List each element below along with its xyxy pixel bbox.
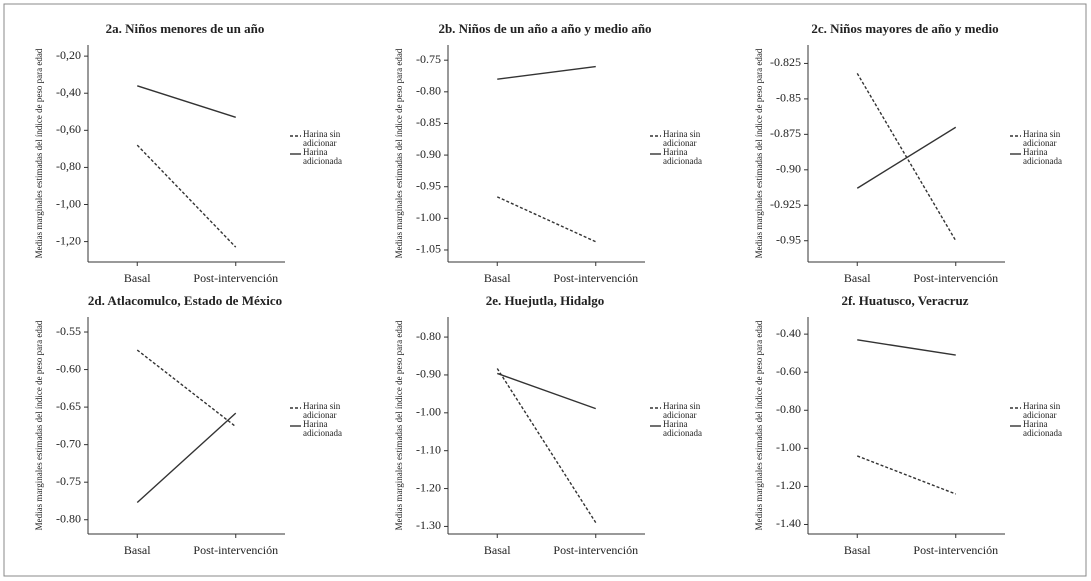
chart-title: 2b. Niños de un año a año y medio año xyxy=(438,21,651,36)
legend-label: Harina adicionada xyxy=(303,147,342,166)
y-tick-label: -0.80 xyxy=(776,402,801,416)
y-axis-label: Medias marginales estimadas del índice d… xyxy=(394,320,404,530)
y-tick-label: -0.75 xyxy=(56,474,81,488)
series-line xyxy=(857,339,956,356)
legend-label: Harina sin adicionar xyxy=(303,129,341,148)
series-line xyxy=(496,368,597,524)
y-tick-label: -0,40 xyxy=(56,85,81,99)
x-tick-label: Basal xyxy=(124,543,151,557)
legend-label: Harina sin adicionar xyxy=(303,401,341,420)
y-tick-label: -1.20 xyxy=(416,480,441,494)
chart-title: 2c. Niños mayores de año y medio xyxy=(811,21,998,36)
y-axis-label: Medias marginales estimadas del índice d… xyxy=(754,320,764,530)
x-tick-label: Post-intervención xyxy=(193,271,278,285)
x-tick-label: Basal xyxy=(844,543,871,557)
y-tick-label: -0,60 xyxy=(56,122,81,136)
y-tick-label: -0.65 xyxy=(56,399,81,413)
x-tick-label: Basal xyxy=(124,271,151,285)
y-tick-label: -1.10 xyxy=(416,442,441,456)
y-tick-label: -1.00 xyxy=(416,210,441,224)
x-tick-label: Basal xyxy=(484,271,511,285)
y-tick-label: -0,20 xyxy=(56,48,81,62)
y-tick-label: -0.90 xyxy=(776,162,801,176)
legend-label: Harina adicionada xyxy=(663,419,702,438)
y-tick-label: -0.75 xyxy=(416,52,441,66)
y-tick-label: -1.40 xyxy=(776,516,801,530)
series-line xyxy=(856,455,957,495)
y-tick-label: -0.875 xyxy=(770,126,801,140)
y-tick-label: -0.80 xyxy=(56,511,81,525)
series-line xyxy=(496,196,597,243)
legend-label: Harina adicionada xyxy=(1023,147,1062,166)
y-tick-label: -1.20 xyxy=(776,478,801,492)
chart-title: 2e. Huejutla, Hidalgo xyxy=(486,293,604,308)
y-tick-label: -0.80 xyxy=(416,329,441,343)
y-tick-label: -0.85 xyxy=(416,115,441,129)
y-tick-label: -0.85 xyxy=(776,91,801,105)
x-tick-label: Post-intervención xyxy=(913,543,998,557)
legend-label: Harina sin adicionar xyxy=(663,401,701,420)
y-tick-label: -1,20 xyxy=(56,233,81,247)
chart-title: 2f. Huatusco, Veracruz xyxy=(841,293,968,308)
y-axis-label: Medias marginales estimadas del índice d… xyxy=(34,320,44,530)
x-tick-label: Basal xyxy=(484,543,511,557)
y-axis-label: Medias marginales estimadas del índice d… xyxy=(394,48,404,258)
y-tick-label: -0.825 xyxy=(770,55,801,69)
y-tick-label: -0.925 xyxy=(770,197,801,211)
y-tick-label: -0.80 xyxy=(416,84,441,98)
y-tick-label: -0.60 xyxy=(776,364,801,378)
frame xyxy=(3,3,1087,577)
series-line xyxy=(136,144,237,248)
chart-title: 2d. Atlacomulco, Estado de México xyxy=(88,293,282,308)
x-tick-label: Post-intervención xyxy=(193,543,278,557)
legend-label: Harina adicionada xyxy=(663,147,702,166)
y-tick-label: -0.60 xyxy=(56,361,81,375)
y-tick-label: -0.90 xyxy=(416,367,441,381)
y-tick-label: -1.05 xyxy=(416,242,441,256)
legend-label: Harina adicionada xyxy=(303,419,342,438)
y-axis-label: Medias marginales estimadas del índice d… xyxy=(34,48,44,258)
series-line xyxy=(497,65,596,80)
y-tick-label: -1.00 xyxy=(416,405,441,419)
y-tick-label: -0.70 xyxy=(56,436,81,450)
series-line xyxy=(497,372,596,410)
chart-title: 2a. Niños menores de un año xyxy=(106,21,265,36)
y-tick-label: -0.95 xyxy=(776,232,801,246)
x-tick-label: Basal xyxy=(844,271,871,285)
y-tick-label: -0.55 xyxy=(56,324,81,338)
series-line xyxy=(137,85,236,119)
x-tick-label: Post-intervención xyxy=(553,271,638,285)
y-tick-label: -0,80 xyxy=(56,159,81,173)
series-line xyxy=(136,412,237,503)
legend-label: Harina sin adicionar xyxy=(1023,401,1061,420)
x-tick-label: Post-intervención xyxy=(913,271,998,285)
legend-label: Harina sin adicionar xyxy=(663,129,701,148)
series-line xyxy=(136,349,237,428)
legend-label: Harina adicionada xyxy=(1023,419,1062,438)
series-line xyxy=(856,126,957,189)
y-tick-label: -0.95 xyxy=(416,178,441,192)
y-tick-label: -1.30 xyxy=(416,518,441,532)
x-tick-label: Post-intervención xyxy=(553,543,638,557)
y-tick-label: -0.40 xyxy=(776,326,801,340)
y-axis-label: Medias marginales estimadas del índice d… xyxy=(754,48,764,258)
legend-label: Harina sin adicionar xyxy=(1023,129,1061,148)
y-tick-label: -1,00 xyxy=(56,196,81,210)
y-tick-label: -1.00 xyxy=(776,440,801,454)
y-tick-label: -0.90 xyxy=(416,147,441,161)
